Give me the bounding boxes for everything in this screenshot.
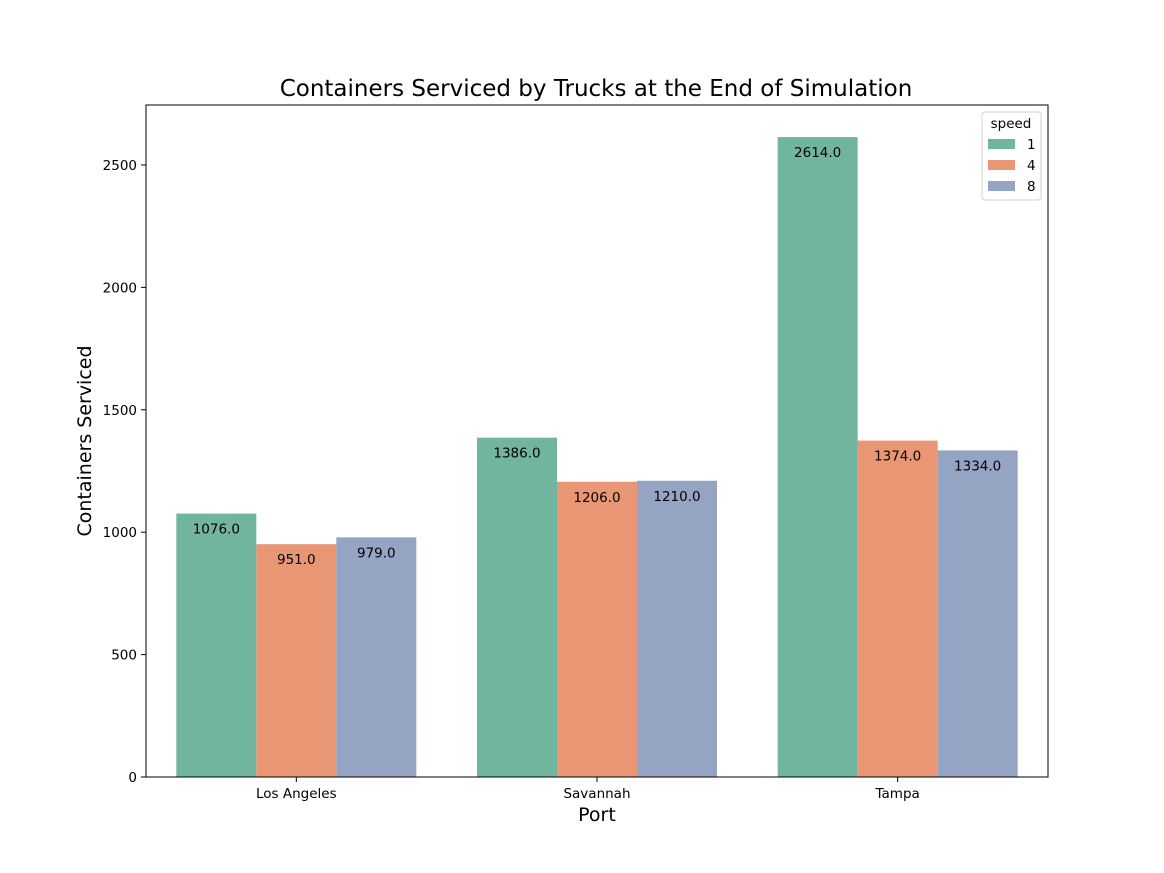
y-tick-label: 0 <box>128 770 137 786</box>
bar-value-label: 1076.0 <box>193 522 240 538</box>
bar-value-label: 1334.0 <box>954 458 1001 474</box>
legend-label-speed-1: 1 <box>1027 137 1036 153</box>
x-tick-label: Savannah <box>563 786 630 802</box>
y-axis: 0 500 1000 1500 2000 2500 <box>103 158 146 786</box>
bar-savannah-speed-4 <box>557 481 637 777</box>
legend-title: speed <box>991 116 1032 132</box>
legend-label-speed-8: 8 <box>1027 179 1036 195</box>
chart-title: Containers Serviced by Trucks at the End… <box>280 76 913 102</box>
x-axis-label: Port <box>578 804 616 826</box>
bar-savannah-speed-1 <box>477 437 557 777</box>
legend-label-speed-4: 4 <box>1027 158 1036 174</box>
bar-labels-group: 1076.0 951.0 979.0 1386.0 1206.0 1210.0 2614.0… <box>193 145 1002 568</box>
y-tick-label: 1500 <box>103 403 137 419</box>
bar-value-label: 979.0 <box>357 545 396 561</box>
y-tick-label: 2000 <box>103 280 137 296</box>
y-tick-label: 500 <box>111 648 137 664</box>
bar-value-label: 1386.0 <box>493 446 540 462</box>
y-axis-label: Containers Serviced <box>74 345 96 536</box>
bar-los-angeles-speed-4 <box>256 544 337 777</box>
legend: speed 1 4 8 <box>981 111 1042 201</box>
y-tick-label: 1000 <box>103 525 137 541</box>
x-axis: Los Angeles Savannah Tampa <box>256 777 920 802</box>
bar-los-angeles-speed-1 <box>176 513 257 777</box>
bar-value-label: 1374.0 <box>874 449 921 465</box>
x-tick-label: Los Angeles <box>256 786 337 802</box>
bar-value-label: 1206.0 <box>573 490 620 506</box>
bars-group <box>176 137 1018 777</box>
y-tick-label: 2500 <box>103 158 137 174</box>
bar-los-angeles-speed-8 <box>336 537 417 777</box>
legend-items: 1 4 8 <box>988 137 1036 195</box>
bar-tampa-speed-8 <box>937 450 1018 777</box>
x-tick-label: Tampa <box>875 786 920 802</box>
bar-tampa-speed-1 <box>777 137 858 777</box>
legend-swatch-speed-4 <box>988 160 1015 170</box>
legend-swatch-speed-8 <box>988 181 1015 191</box>
bar-value-label: 951.0 <box>277 552 316 568</box>
legend-swatch-speed-1 <box>988 139 1015 149</box>
legend-box <box>981 111 1042 201</box>
bar-savannah-speed-8 <box>637 480 717 777</box>
bar-tampa-speed-4 <box>857 440 938 777</box>
bar-value-label: 2614.0 <box>794 145 841 161</box>
bar-value-label: 1210.0 <box>653 489 700 505</box>
